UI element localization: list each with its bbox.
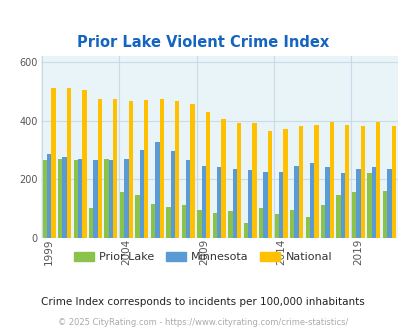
Bar (382, 191, 386, 238)
Bar (298, 126, 302, 238)
Bar (360, 126, 364, 238)
Bar (305, 217, 309, 238)
Bar (43, 160, 47, 238)
Bar (367, 173, 371, 238)
Bar (344, 125, 349, 238)
Bar (247, 170, 252, 238)
Bar (390, 126, 395, 238)
Bar (139, 150, 144, 238)
Bar (329, 122, 333, 238)
Bar (109, 160, 113, 238)
Bar (283, 129, 287, 238)
Bar (151, 204, 155, 238)
Bar (124, 158, 128, 238)
Bar (144, 100, 148, 238)
Bar (47, 154, 51, 238)
Bar (371, 167, 375, 238)
Text: Prior Lake Violent Crime Index: Prior Lake Violent Crime Index (77, 35, 328, 50)
Bar (66, 88, 71, 238)
Bar (98, 99, 102, 238)
Bar (73, 160, 78, 238)
Bar (340, 173, 344, 238)
Bar (58, 158, 62, 238)
Text: © 2025 CityRating.com - https://www.cityrating.com/crime-statistics/: © 2025 CityRating.com - https://www.city… (58, 318, 347, 327)
Bar (336, 195, 340, 238)
Bar (252, 123, 256, 238)
Bar (278, 172, 283, 238)
Bar (190, 104, 194, 238)
Bar (289, 210, 294, 238)
Bar (228, 211, 232, 238)
Bar (82, 90, 86, 238)
Bar (170, 151, 175, 238)
Bar (356, 169, 360, 238)
Bar (324, 167, 329, 238)
Bar (258, 208, 263, 238)
Bar (263, 172, 267, 238)
Bar (236, 123, 241, 238)
Bar (175, 101, 179, 238)
Bar (197, 210, 201, 238)
Bar (386, 169, 390, 238)
Bar (155, 143, 159, 238)
Text: Crime Index corresponds to incidents per 100,000 inhabitants: Crime Index corresponds to incidents per… (41, 297, 364, 307)
Bar (217, 167, 221, 238)
Bar (119, 192, 124, 238)
Bar (51, 88, 55, 238)
Bar (113, 99, 117, 238)
Bar (351, 192, 356, 238)
Bar (313, 125, 318, 238)
Bar (309, 163, 313, 238)
Bar (93, 160, 98, 238)
Bar (166, 207, 170, 238)
Bar (62, 157, 66, 238)
Bar (135, 195, 139, 238)
Bar (78, 158, 82, 238)
Bar (205, 112, 210, 238)
Bar (375, 122, 379, 238)
Legend: Prior Lake, Minnesota, National: Prior Lake, Minnesota, National (69, 248, 336, 267)
Bar (267, 131, 271, 238)
Bar (243, 223, 247, 238)
Bar (185, 160, 190, 238)
Bar (294, 166, 298, 238)
Bar (104, 158, 109, 238)
Bar (221, 119, 225, 238)
Bar (159, 99, 164, 238)
Bar (89, 208, 93, 238)
Bar (212, 213, 217, 238)
Bar (320, 205, 324, 238)
Bar (274, 214, 278, 238)
Bar (181, 205, 185, 238)
Bar (128, 101, 132, 238)
Bar (201, 166, 205, 238)
Bar (232, 169, 236, 238)
